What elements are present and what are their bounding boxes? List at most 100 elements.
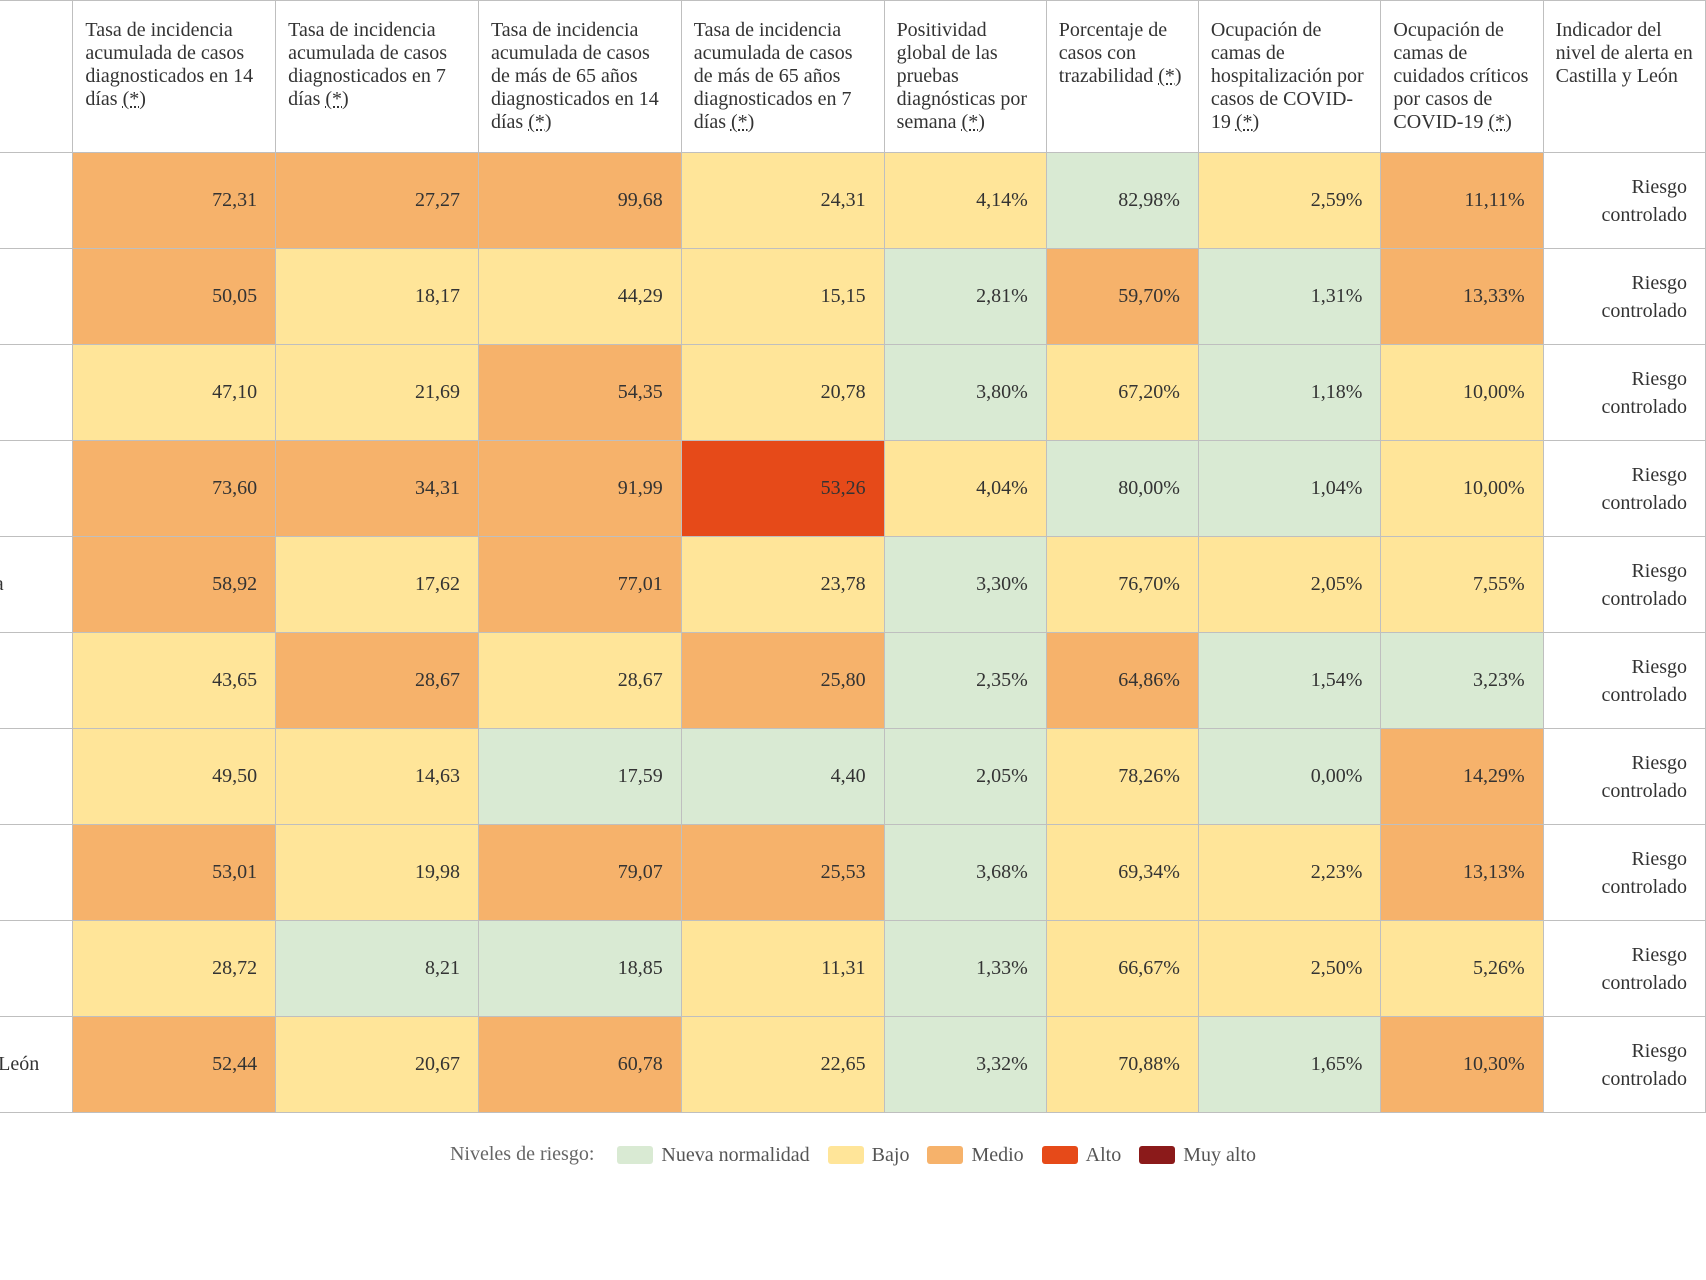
value-cell: 22,65 [681, 1017, 884, 1113]
value-cell: 23,78 [681, 537, 884, 633]
value-cell: 25,80 [681, 633, 884, 729]
value-cell: 21,69 [276, 345, 479, 441]
footnote-marker[interactable]: (*) [123, 88, 146, 110]
table-row: Valladolid53,0119,9879,0725,533,68%69,34… [0, 825, 1706, 921]
value-cell: 11,11% [1381, 153, 1543, 249]
value-cell: 14,29% [1381, 729, 1543, 825]
col-header-1: Tasa de incidencia acumulada de casos di… [73, 1, 276, 153]
legend-label: Alto [1086, 1144, 1122, 1166]
value-cell: 10,00% [1381, 345, 1543, 441]
value-cell: 4,14% [884, 153, 1046, 249]
value-cell: 20,67 [276, 1017, 479, 1113]
value-cell: 2,81% [884, 249, 1046, 345]
indicator-cell: Riesgo controlado [1543, 633, 1705, 729]
value-cell: 73,60 [73, 441, 276, 537]
footnote-marker[interactable]: (*) [731, 111, 754, 133]
indicator-cell: Riesgo controlado [1543, 441, 1705, 537]
value-cell: 20,78 [681, 345, 884, 441]
value-cell: 60,78 [478, 1017, 681, 1113]
value-cell: 91,99 [478, 441, 681, 537]
col-header-5: Positividad global de las pruebas diagnó… [884, 1, 1046, 153]
value-cell: 82,98% [1046, 153, 1198, 249]
value-cell: 1,04% [1198, 441, 1381, 537]
value-cell: 52,44 [73, 1017, 276, 1113]
table-row: León47,1021,6954,3520,783,80%67,20%1,18%… [0, 345, 1706, 441]
legend-label: Muy alto [1183, 1144, 1256, 1166]
legend-swatch [927, 1146, 963, 1164]
value-cell: 66,67% [1046, 921, 1198, 1017]
value-cell: 2,50% [1198, 921, 1381, 1017]
value-cell: 99,68 [478, 153, 681, 249]
value-cell: 2,05% [884, 729, 1046, 825]
footnote-marker[interactable]: (*) [962, 111, 985, 133]
value-cell: 8,21 [276, 921, 479, 1017]
table-row: Ávila72,3127,2799,6824,314,14%82,98%2,59… [0, 153, 1706, 249]
province-cell: Zamora [0, 921, 73, 1017]
legend: Niveles de riesgo: Nueva normalidadBajoM… [0, 1113, 1706, 1187]
value-cell: 2,35% [884, 633, 1046, 729]
value-cell: 27,27 [276, 153, 479, 249]
value-cell: 3,30% [884, 537, 1046, 633]
footnote-marker[interactable]: (*) [1488, 111, 1511, 133]
col-header-0: Provincia [0, 1, 73, 153]
value-cell: 53,26 [681, 441, 884, 537]
value-cell: 10,30% [1381, 1017, 1543, 1113]
footnote-marker[interactable]: (*) [325, 88, 348, 110]
risk-heatmap-table: ProvinciaTasa de incidencia acumulada de… [0, 0, 1706, 1113]
table-row: Castilla y León 52,4420,6760,7822,653,32%… [0, 1017, 1706, 1113]
value-cell: 67,20% [1046, 345, 1198, 441]
value-cell: 76,70% [1046, 537, 1198, 633]
footnote-marker[interactable]: (*) [1236, 111, 1259, 133]
table-row: Salamanca58,9217,6277,0123,783,30%76,70%… [0, 537, 1706, 633]
value-cell: 17,59 [478, 729, 681, 825]
indicator-cell: Riesgo controlado [1543, 1017, 1705, 1113]
province-cell: Segovia [0, 633, 73, 729]
value-cell: 15,15 [681, 249, 884, 345]
footnote-marker[interactable]: (*) [528, 111, 551, 133]
value-cell: 50,05 [73, 249, 276, 345]
value-cell: 5,26% [1381, 921, 1543, 1017]
value-cell: 28,67 [276, 633, 479, 729]
value-cell: 3,80% [884, 345, 1046, 441]
value-cell: 1,18% [1198, 345, 1381, 441]
indicator-cell: Riesgo controlado [1543, 153, 1705, 249]
col-header-9: Indicador del nivel de alerta en Castill… [1543, 1, 1705, 153]
value-cell: 58,92 [73, 537, 276, 633]
province-cell: Soria [0, 729, 73, 825]
indicator-cell: Riesgo controlado [1543, 537, 1705, 633]
value-cell: 28,72 [73, 921, 276, 1017]
value-cell: 18,17 [276, 249, 479, 345]
indicator-cell: Riesgo controlado [1543, 345, 1705, 441]
value-cell: 3,32% [884, 1017, 1046, 1113]
legend-label: Bajo [872, 1144, 910, 1166]
value-cell: 13,33% [1381, 249, 1543, 345]
value-cell: 43,65 [73, 633, 276, 729]
col-header-4: Tasa de incidencia acumulada de casos de… [681, 1, 884, 153]
value-cell: 69,34% [1046, 825, 1198, 921]
value-cell: 3,23% [1381, 633, 1543, 729]
province-cell: León [0, 345, 73, 441]
value-cell: 64,86% [1046, 633, 1198, 729]
value-cell: 72,31 [73, 153, 276, 249]
value-cell: 34,31 [276, 441, 479, 537]
table-row: Soria49,5014,6317,594,402,05%78,26%0,00%… [0, 729, 1706, 825]
table-row: Burgos50,0518,1744,2915,152,81%59,70%1,3… [0, 249, 1706, 345]
indicator-cell: Riesgo controlado [1543, 729, 1705, 825]
legend-label: Nueva normalidad [661, 1144, 809, 1166]
legend-label: Medio [971, 1144, 1023, 1166]
footnote-marker[interactable]: (*) [1158, 65, 1181, 87]
value-cell: 59,70% [1046, 249, 1198, 345]
value-cell: 79,07 [478, 825, 681, 921]
value-cell: 19,98 [276, 825, 479, 921]
indicator-cell: Riesgo controlado [1543, 921, 1705, 1017]
value-cell: 10,00% [1381, 441, 1543, 537]
col-header-2: Tasa de incidencia acumulada de casos di… [276, 1, 479, 153]
value-cell: 14,63 [276, 729, 479, 825]
value-cell: 2,23% [1198, 825, 1381, 921]
province-name: Castilla y León [0, 1053, 39, 1075]
value-cell: 0,00% [1198, 729, 1381, 825]
value-cell: 2,59% [1198, 153, 1381, 249]
table-row: Palencia73,6034,3191,9953,264,04%80,00%1… [0, 441, 1706, 537]
value-cell: 24,31 [681, 153, 884, 249]
value-cell: 2,05% [1198, 537, 1381, 633]
